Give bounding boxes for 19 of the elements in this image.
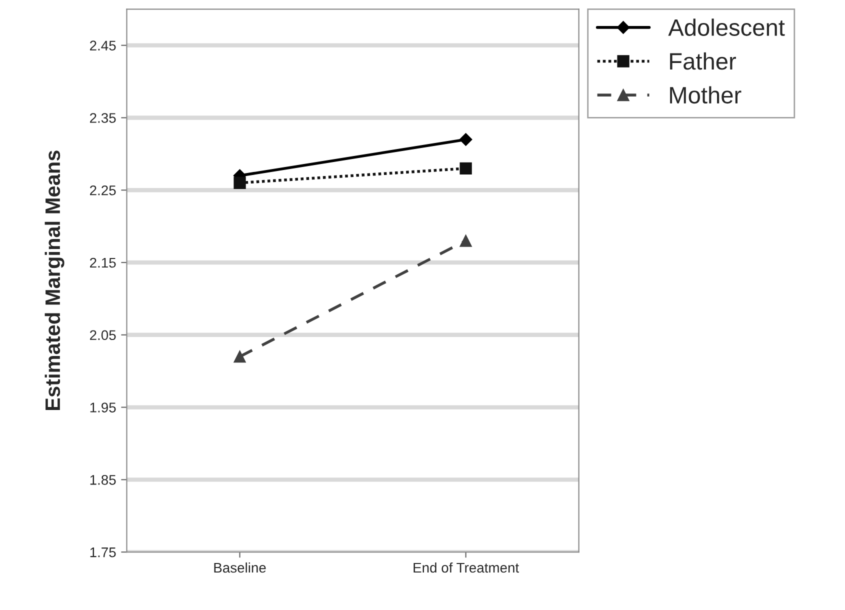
legend-label: Father [670, 52, 736, 70]
point [460, 162, 472, 174]
x-tick-label: Baseline [214, 562, 266, 573]
y-tick-label: 1.75 [90, 548, 116, 558]
y-tick-label: 1.95 [90, 402, 116, 412]
y-tick-label: 2.35 [90, 113, 116, 123]
point [459, 133, 472, 146]
point [234, 350, 246, 363]
y-tick-label: 1.85 [90, 475, 116, 485]
legend-label: Mother [670, 86, 742, 104]
y-tick-label: 2.05 [90, 330, 116, 340]
x-tick-label: End of Treatment [414, 562, 519, 573]
legend-label: Adolescent [668, 18, 785, 36]
y-tick-label: 2.45 [90, 40, 116, 51]
y-tick-label: 2.15 [90, 258, 116, 268]
point [234, 176, 246, 189]
y-axis-title: Estimated Marginal Means [44, 150, 64, 410]
point [460, 234, 472, 247]
y-tick-label: 2.25 [90, 185, 116, 196]
